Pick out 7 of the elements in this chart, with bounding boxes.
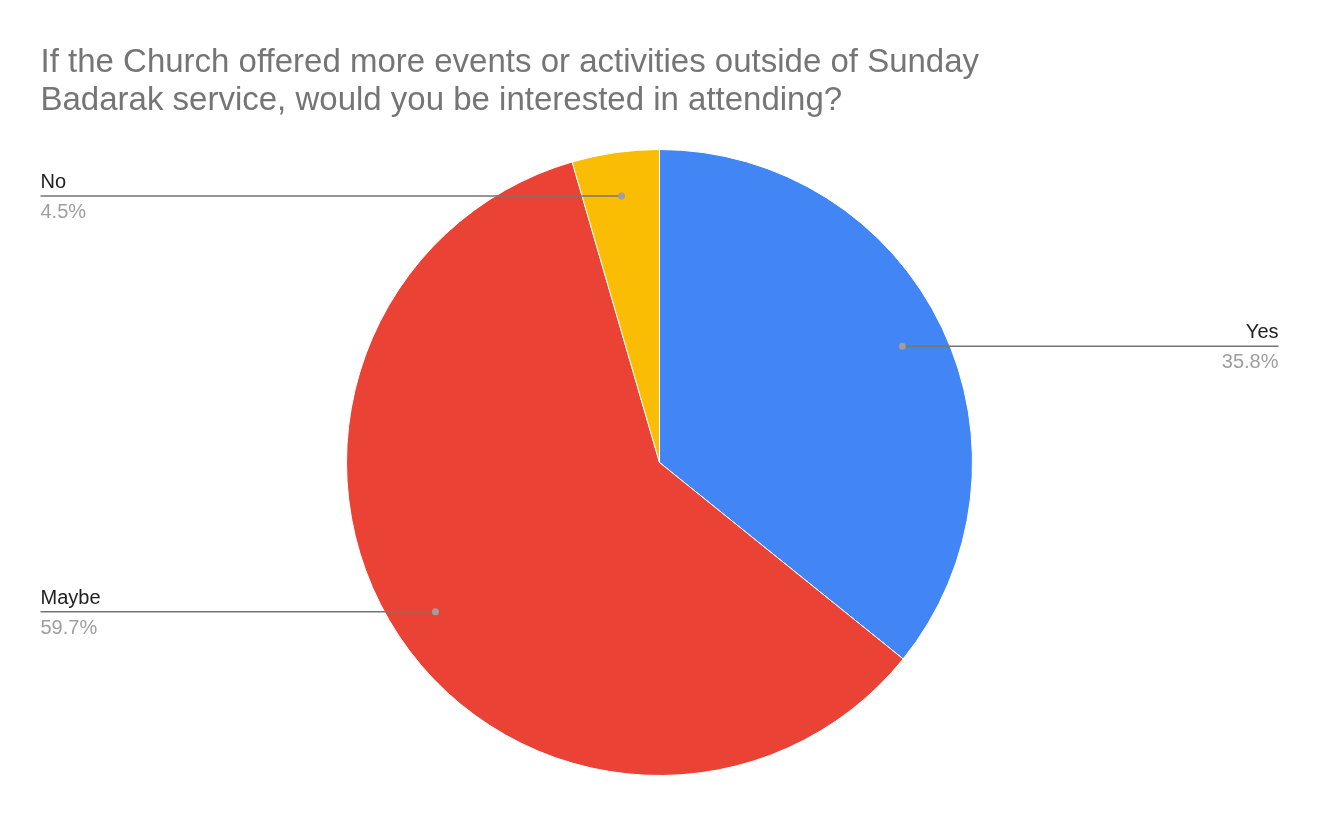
data-label: 59.7% [40,615,98,638]
chart-title: If the Church offered more events or activities outside of Sunday Badarak service, would you be interested in attending? [40,42,980,117]
slice-label: Maybe [40,585,101,608]
slice-label: Yes [1245,320,1279,343]
data-label: 35.8% [1221,350,1279,373]
data-label: 4.5% [40,200,87,223]
slice-label: No [40,170,67,193]
